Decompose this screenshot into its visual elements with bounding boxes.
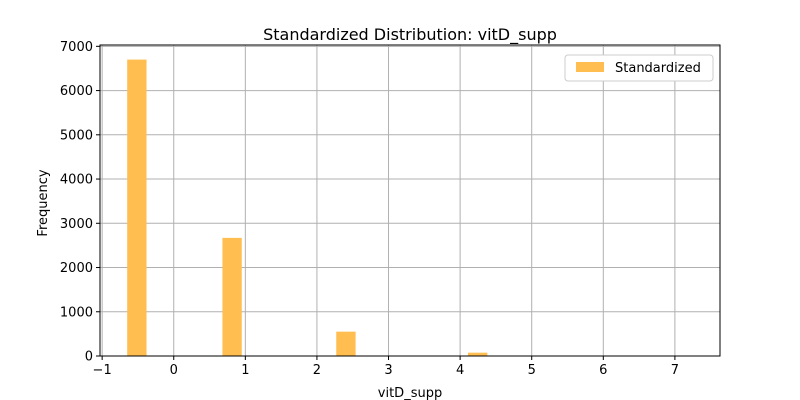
legend-label: Standardized — [615, 61, 701, 76]
histogram-bar — [336, 331, 356, 356]
y-tick-label: 4000 — [60, 173, 93, 188]
y-axis-label: Frequency — [36, 169, 51, 236]
x-tick-label: 3 — [384, 363, 392, 378]
y-axis-ticks: 0 1000 2000 3000 4000 5000 6000 7000 — [60, 40, 100, 365]
x-axis-ticks: −1 0 1 2 3 4 5 6 7 — [93, 356, 679, 378]
y-tick-label: 6000 — [60, 84, 93, 99]
x-axis-label: vitD_supp — [378, 386, 442, 400]
x-tick-label: 1 — [241, 363, 249, 378]
histogram-bar — [127, 59, 147, 356]
y-tick-label: 0 — [85, 350, 93, 365]
x-tick-label: 6 — [599, 363, 607, 378]
x-tick-label: 4 — [456, 363, 464, 378]
x-tick-label: 7 — [671, 363, 679, 378]
y-tick-label: 3000 — [60, 217, 93, 232]
y-tick-label: 2000 — [60, 261, 93, 276]
histogram-bar — [222, 237, 242, 356]
x-tick-label: −1 — [93, 363, 112, 378]
x-tick-label: 0 — [170, 363, 178, 378]
histogram-bar — [467, 352, 488, 356]
y-tick-label: 7000 — [60, 40, 93, 55]
legend: Standardized — [564, 54, 714, 82]
plot-frame — [99, 44, 721, 357]
x-tick-label: 5 — [528, 363, 536, 378]
legend-swatch — [576, 62, 604, 72]
y-tick-label: 1000 — [60, 305, 93, 320]
legend-box — [564, 54, 714, 82]
x-tick-label: 2 — [313, 363, 321, 378]
bars-group — [127, 59, 488, 356]
y-tick-label: 5000 — [60, 128, 93, 143]
chart-title: Standardized Distribution: vitD_supp — [263, 25, 557, 45]
